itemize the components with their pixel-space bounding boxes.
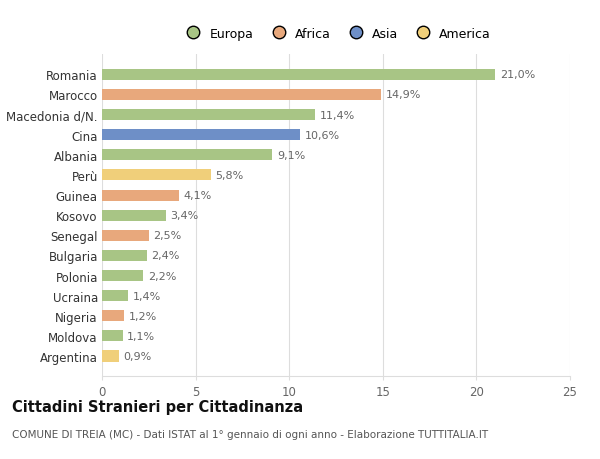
- Text: 3,4%: 3,4%: [170, 211, 199, 221]
- Bar: [102, 250, 147, 262]
- Text: 1,1%: 1,1%: [127, 331, 155, 341]
- Text: 0,9%: 0,9%: [124, 351, 152, 361]
- Text: 2,2%: 2,2%: [148, 271, 176, 281]
- Bar: [102, 190, 179, 201]
- Bar: [102, 130, 301, 141]
- Bar: [102, 150, 272, 161]
- Text: COMUNE DI TREIA (MC) - Dati ISTAT al 1° gennaio di ogni anno - Elaborazione TUTT: COMUNE DI TREIA (MC) - Dati ISTAT al 1° …: [12, 429, 488, 439]
- Bar: [102, 270, 143, 281]
- Text: 1,2%: 1,2%: [129, 311, 157, 321]
- Bar: [102, 170, 211, 181]
- Bar: [102, 311, 124, 322]
- Bar: [102, 210, 166, 221]
- Bar: [102, 90, 381, 101]
- Bar: [102, 230, 149, 241]
- Text: 1,4%: 1,4%: [133, 291, 161, 301]
- Bar: [102, 330, 122, 341]
- Text: 2,4%: 2,4%: [152, 251, 180, 261]
- Text: 11,4%: 11,4%: [320, 110, 355, 120]
- Text: 2,5%: 2,5%: [154, 231, 182, 241]
- Bar: [102, 110, 316, 121]
- Bar: [102, 351, 119, 362]
- Bar: [102, 291, 128, 302]
- Text: 9,1%: 9,1%: [277, 151, 305, 161]
- Legend: Europa, Africa, Asia, America: Europa, Africa, Asia, America: [176, 23, 496, 46]
- Text: 14,9%: 14,9%: [386, 90, 421, 100]
- Text: 5,8%: 5,8%: [215, 171, 244, 180]
- Text: 21,0%: 21,0%: [500, 70, 535, 80]
- Text: Cittadini Stranieri per Cittadinanza: Cittadini Stranieri per Cittadinanza: [12, 399, 303, 414]
- Text: 10,6%: 10,6%: [305, 130, 340, 140]
- Text: 4,1%: 4,1%: [184, 190, 212, 201]
- Bar: [102, 70, 495, 81]
